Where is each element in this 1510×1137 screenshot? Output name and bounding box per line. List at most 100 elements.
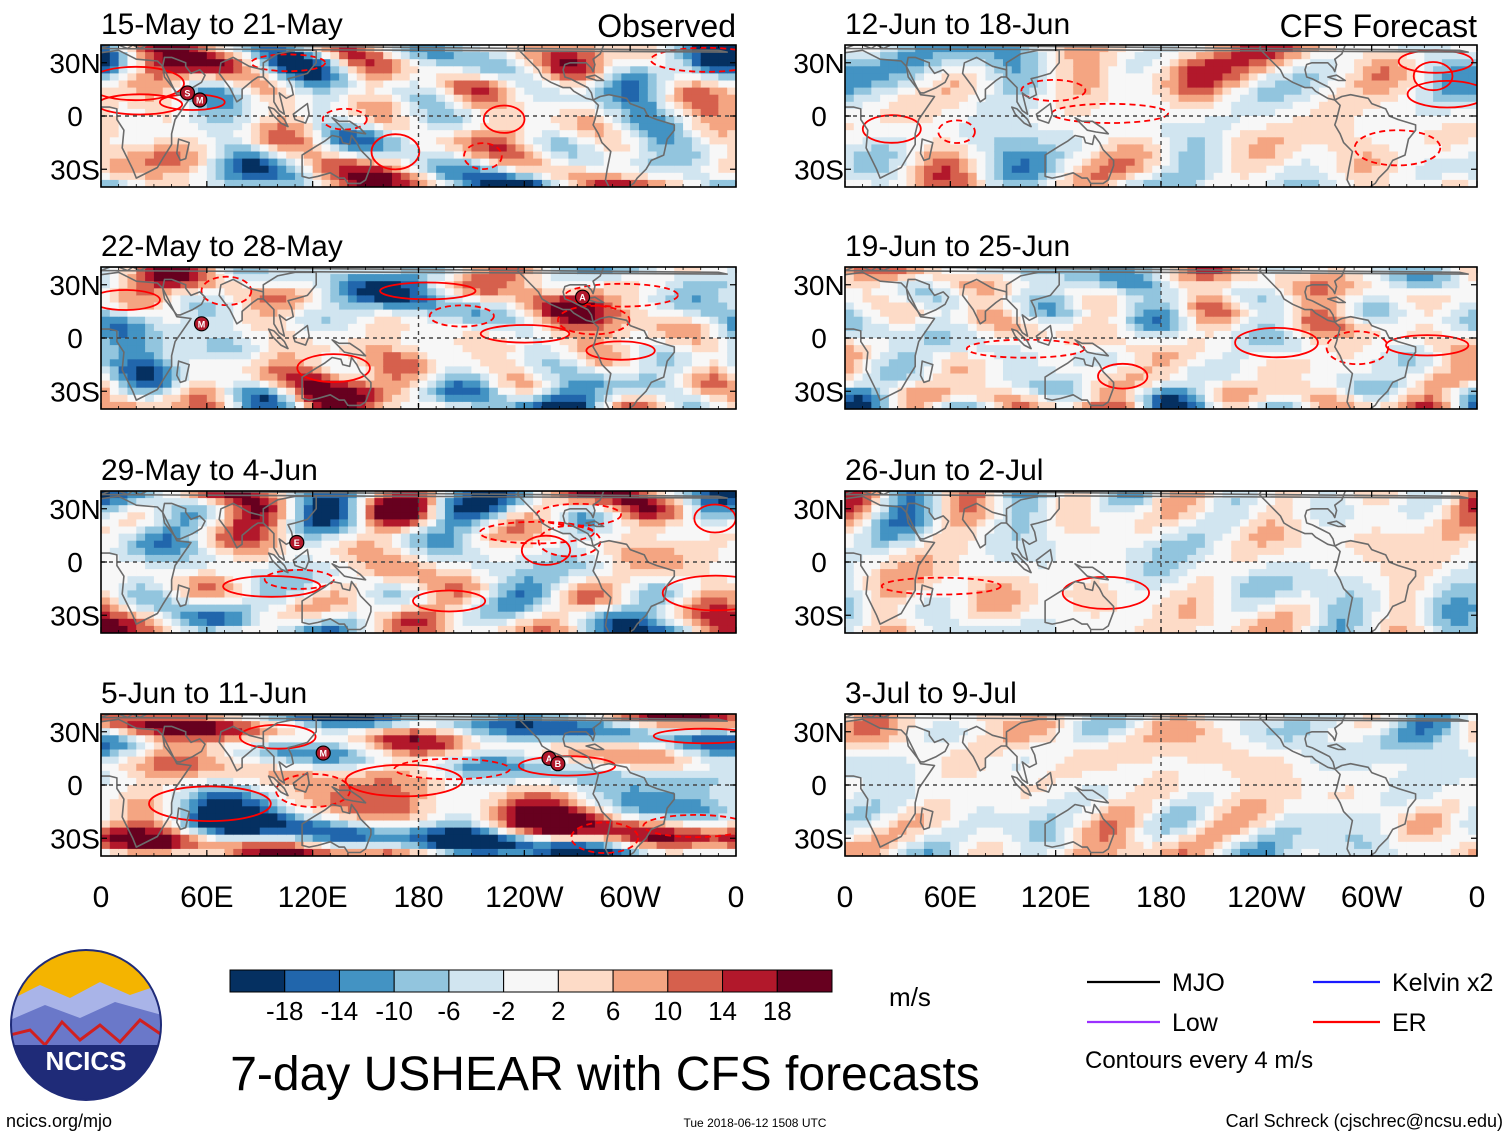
shear-cell xyxy=(295,101,305,110)
shear-cell xyxy=(321,165,331,174)
shear-cell xyxy=(727,491,736,499)
shear-cell xyxy=(453,87,464,96)
shear-cell xyxy=(683,625,693,633)
panel-title: 29-May to 4-Jun xyxy=(101,454,318,487)
shear-cell xyxy=(709,576,719,584)
shear-cell xyxy=(674,45,684,53)
shear-cell xyxy=(365,597,375,606)
shear-cell xyxy=(727,309,736,318)
shear-cell xyxy=(568,569,578,577)
shear-cell xyxy=(683,394,693,403)
shear-cell xyxy=(727,526,736,535)
shear-cell xyxy=(471,618,481,627)
shear-cell xyxy=(489,87,499,96)
shear-cell xyxy=(295,116,305,124)
shear-cell xyxy=(691,583,702,591)
shear-cell xyxy=(365,179,375,187)
shear-cell xyxy=(321,59,331,67)
shear-cell xyxy=(268,576,278,584)
shear-cell xyxy=(303,618,314,627)
shear-cell xyxy=(630,345,640,353)
shear-cell xyxy=(577,123,587,131)
storm-marker[interactable]: A xyxy=(574,289,591,305)
shear-cell xyxy=(656,491,667,499)
shear-cell xyxy=(171,498,181,506)
storm-marker[interactable]: E xyxy=(289,534,305,551)
shear-cell xyxy=(347,302,358,311)
shear-cell xyxy=(418,130,428,138)
shear-cell xyxy=(339,380,349,389)
shear-cell xyxy=(683,101,693,110)
shear-cell xyxy=(118,777,129,786)
shear-cell xyxy=(339,562,349,570)
coastline xyxy=(292,102,310,124)
shear-cell xyxy=(198,366,208,375)
shear-cell xyxy=(418,380,428,389)
shear-cell xyxy=(541,394,552,403)
shear-cell xyxy=(295,562,305,570)
shear-cell xyxy=(101,813,111,822)
shear-cell xyxy=(383,505,393,513)
shear-cell xyxy=(418,302,428,311)
shear-cell xyxy=(330,295,340,304)
shear-cell xyxy=(295,172,305,181)
shear-cell xyxy=(718,87,728,96)
shear-cell xyxy=(586,295,596,304)
shear-cell xyxy=(533,123,543,131)
shear-cell xyxy=(277,387,287,396)
shear-cell xyxy=(127,519,137,528)
shear-cell xyxy=(674,590,684,599)
shear-cell xyxy=(153,380,164,389)
shear-cell xyxy=(683,366,693,375)
shear-cell xyxy=(109,281,120,289)
shear-cell xyxy=(541,373,552,382)
shear-cell xyxy=(630,519,640,528)
shear-cell xyxy=(242,590,252,599)
shear-cell xyxy=(418,73,428,82)
shear-cell xyxy=(189,108,199,117)
shear-cell xyxy=(392,94,402,103)
shear-cell xyxy=(250,387,261,396)
storm-marker[interactable]: M xyxy=(193,316,210,332)
shear-cell xyxy=(392,172,402,181)
shear-cell xyxy=(162,611,173,620)
shear-cell xyxy=(162,547,173,556)
shear-cell xyxy=(321,366,331,375)
shear-cell xyxy=(215,123,226,131)
shear-cell xyxy=(400,87,411,96)
shear-cell xyxy=(180,144,190,153)
shear-cell xyxy=(436,345,446,353)
storm-marker[interactable]: M xyxy=(192,92,208,108)
shear-cell xyxy=(171,540,181,549)
shear-cell xyxy=(691,512,702,520)
shear-cell xyxy=(109,323,120,332)
shear-cell xyxy=(656,345,667,353)
shear-cell xyxy=(727,519,736,528)
shear-cell xyxy=(303,526,314,535)
shear-cell xyxy=(453,274,464,282)
shear-cell xyxy=(136,295,146,304)
coastline xyxy=(292,324,310,346)
shear-cell xyxy=(444,338,455,346)
shear-cell xyxy=(189,505,199,513)
shear-cell xyxy=(101,352,111,360)
shear-cell xyxy=(497,302,508,311)
shear-cell xyxy=(409,618,420,627)
shear-cell xyxy=(480,352,490,360)
shear-cell xyxy=(242,625,252,633)
shear-cell xyxy=(709,158,719,167)
shear-cell xyxy=(418,526,428,535)
shear-cell xyxy=(400,590,411,599)
shear-cell xyxy=(621,52,631,60)
shear-cell xyxy=(489,158,499,167)
storm-marker[interactable]: S xyxy=(179,85,196,101)
shear-cell xyxy=(250,345,261,353)
shear-cell xyxy=(427,611,437,620)
shear-cell xyxy=(718,123,728,131)
shear-cell xyxy=(250,394,261,403)
shear-cell xyxy=(612,158,622,167)
shear-cell xyxy=(224,373,234,382)
shear-cell xyxy=(118,323,129,332)
shear-cell xyxy=(409,519,420,528)
shear-cell xyxy=(524,401,534,409)
